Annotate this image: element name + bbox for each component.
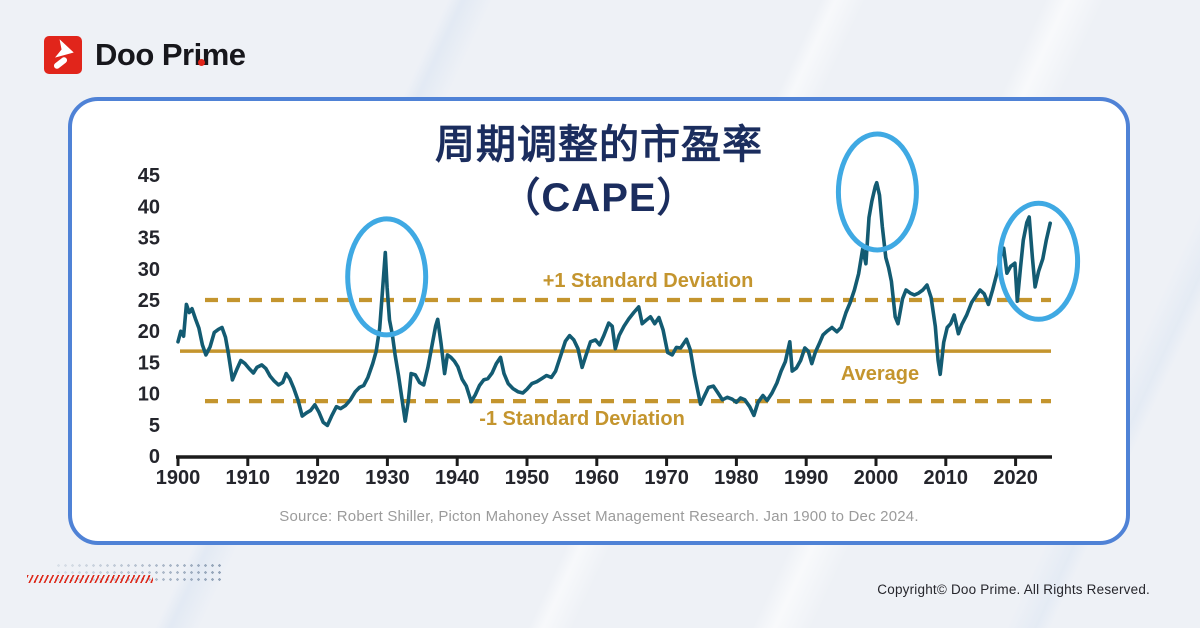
chart-title-line1: 周期调整的市盈率 [435, 123, 763, 167]
copyright-text: Copyright© Doo Prime. All Rights Reserve… [877, 582, 1150, 597]
source-note: Source: Robert Shiller, Picton Mahoney A… [279, 508, 919, 525]
logo-text: Doo Prime [95, 37, 246, 72]
plus1-stddev-label: +1 Standard Deviation [542, 270, 754, 292]
doo-prime-logo: Doo Prime [44, 36, 246, 74]
doo-prime-logo-icon [44, 36, 82, 74]
red-hatch-decoration [27, 575, 153, 583]
average-label: Average [840, 363, 920, 385]
minus1-stddev-label: -1 Standard Deviation [479, 408, 685, 430]
logo-red-dot [197, 59, 205, 66]
logo-dash-icon [52, 56, 69, 70]
chart-title-line2: （CAPE） [500, 176, 698, 220]
